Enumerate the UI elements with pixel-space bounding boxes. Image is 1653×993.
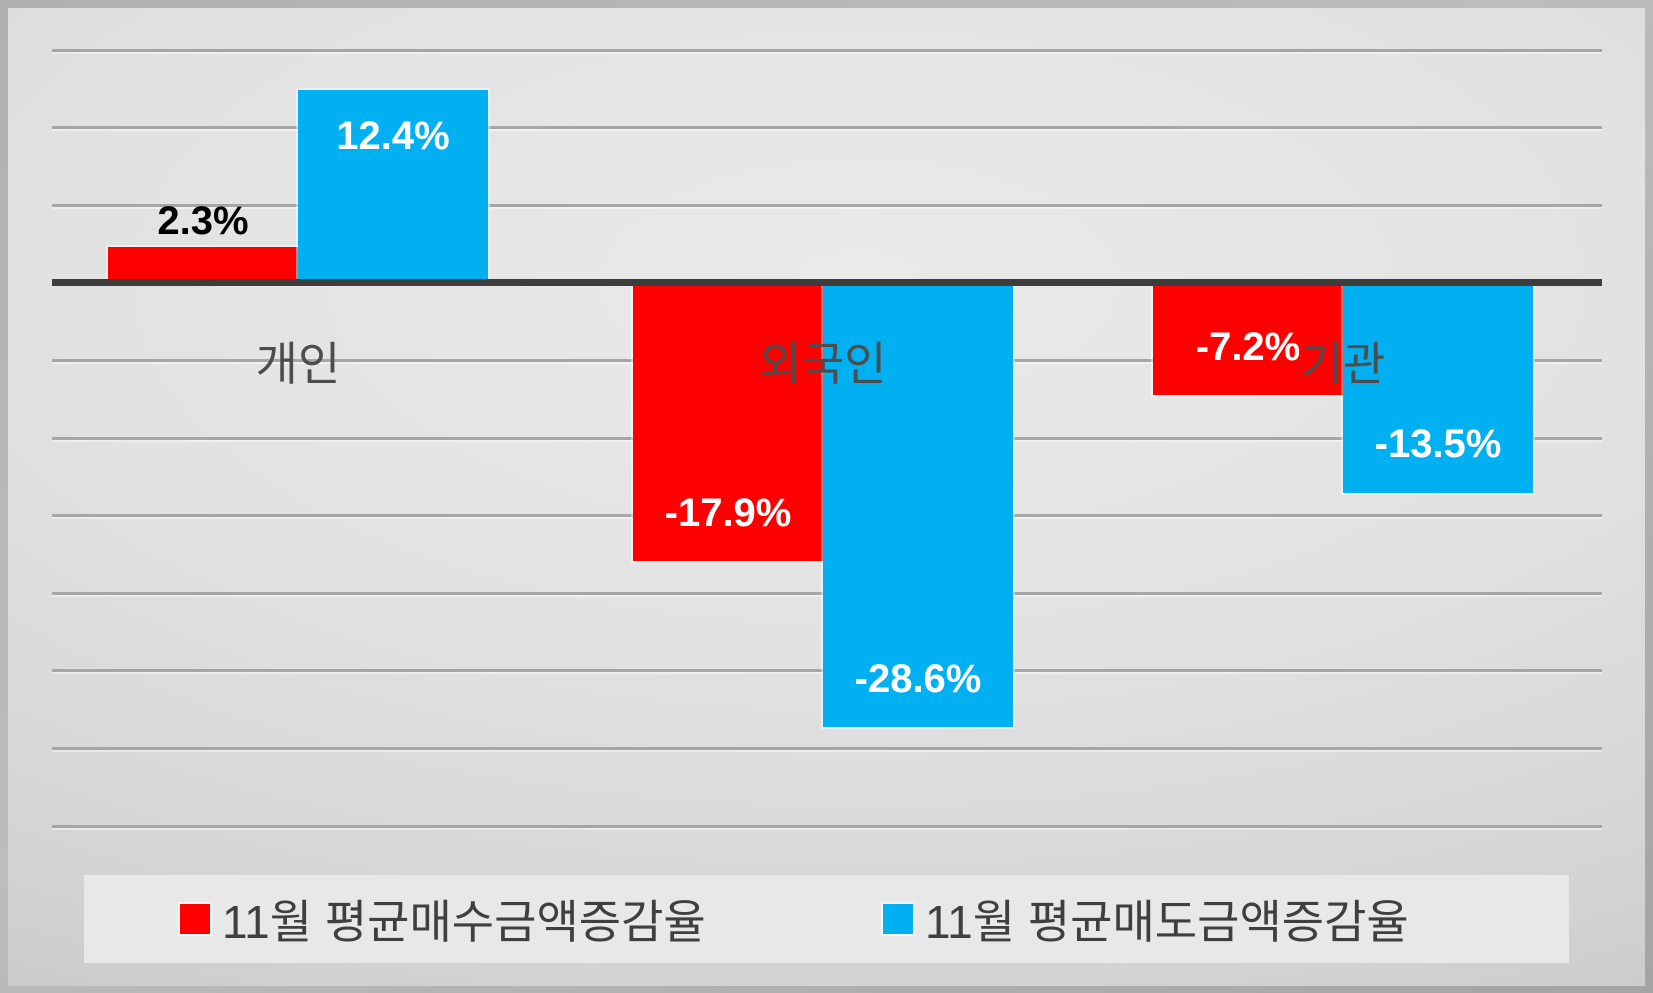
x-axis-line (52, 279, 1602, 286)
legend: 11월 평균매수금액증감율 11월 평균매도금액증감율 (84, 875, 1569, 963)
gridline (52, 747, 1602, 750)
data-label-sell-institution: -13.5% (1374, 422, 1502, 466)
bar-buy-individual (108, 247, 298, 283)
category-label-foreigner: 외국인 (759, 338, 887, 390)
legend-item-buy: 11월 평균매수금액증감율 (180, 875, 706, 963)
bar-sell-foreigner (823, 283, 1013, 727)
legend-label-buy: 11월 평균매수금액증감율 (222, 896, 706, 948)
legend-swatch-sell-icon (883, 904, 913, 934)
bar-buy-foreigner (633, 283, 823, 561)
data-label-buy-institution: -7.2% (1195, 325, 1301, 369)
category-label-individual: 개인 (255, 338, 341, 390)
gridline (52, 825, 1602, 828)
data-label-buy-foreigner: -17.9% (664, 491, 792, 535)
data-label-buy-individual: 2.3% (157, 199, 249, 243)
bar-buy-institution (1153, 283, 1343, 395)
legend-swatch-buy-icon (180, 904, 210, 934)
bar-sell-individual (298, 90, 488, 282)
legend-label-sell: 11월 평균매도금액증감율 (925, 896, 1409, 948)
gridline (52, 49, 1602, 52)
data-label-sell-foreigner: -28.6% (854, 657, 982, 701)
gridline (52, 204, 1602, 207)
bar-sell-institution (1343, 283, 1533, 493)
data-label-sell-individual: 12.4% (336, 114, 450, 158)
category-label-institution: 기관 (1300, 338, 1386, 390)
gridline (52, 126, 1602, 129)
legend-item-sell: 11월 평균매도금액증감율 (883, 875, 1409, 963)
